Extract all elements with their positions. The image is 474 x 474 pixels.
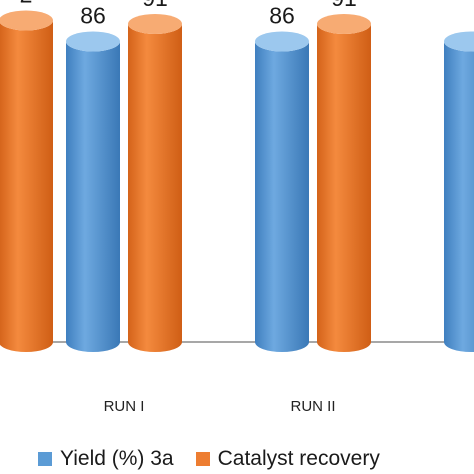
bar-body [0,20,53,352]
bar-body [317,23,371,353]
x-tick-labels: RUN I RUN II [104,398,336,415]
bar-top [0,10,53,31]
x-tick-label-run-i: RUN I [104,398,145,415]
bar-body [66,41,120,352]
legend: Yield (%) 3a Catalyst recovery [38,444,380,474]
bars-layer: 2 86 91 86 91 [0,0,474,353]
data-label-yield-3a-2: 86 [269,2,295,28]
legend-swatch-catalyst-recovery [195,452,210,466]
legend-swatch-yield [38,452,52,466]
bar-yield-3a-1 [66,31,120,352]
bar-catalyst-recovery-1 [128,13,182,353]
bar-top [255,31,309,52]
legend-item-catalyst-recovery: Catalyst recovery [195,447,380,471]
bar-yield-3a-2 [255,31,309,352]
bar-top [444,31,474,52]
legend-item-yield: Yield (%) 3a [38,447,174,471]
bar-catalyst-recovery-0 [0,10,53,352]
legend-label-catalyst-recovery: Catalyst recovery [217,447,380,470]
bar-top [128,13,182,34]
bar-top [66,31,120,52]
bar-yield-3a-3 [444,31,474,352]
data-label-catalyst-recovery-2: 91 [331,0,357,11]
data-label-catalyst-recovery-0: 2 [20,0,33,7]
bar-body [255,41,309,352]
bar-body [128,23,182,353]
bar-catalyst-recovery-2 [317,13,371,353]
bar-body [444,41,474,352]
data-label-catalyst-recovery-1: 91 [142,0,168,11]
legend-label-yield: Yield (%) 3a [60,447,174,470]
x-tick-label-run-ii: RUN II [291,398,336,415]
data-label-yield-3a-1: 86 [80,2,106,28]
bar-top [317,13,371,34]
